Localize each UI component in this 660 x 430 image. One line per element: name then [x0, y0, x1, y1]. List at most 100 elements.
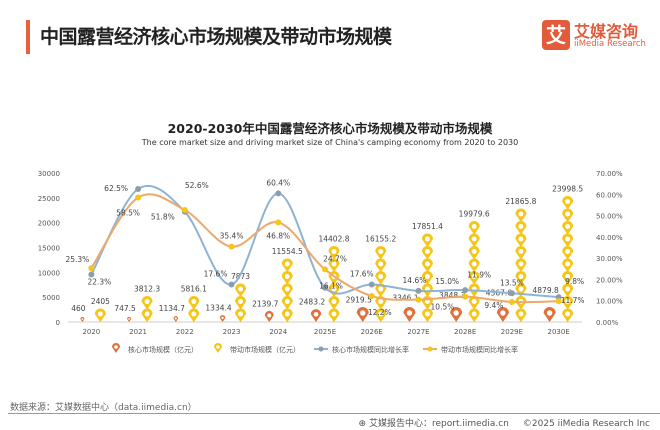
x-tick-label: 2020: [82, 328, 100, 336]
report-link[interactable]: 艾媒报告中心：report.iimedia.cn: [368, 419, 509, 429]
driving-bar-icon-dot: [378, 311, 384, 317]
driving-bar-icon-dot: [565, 199, 571, 204]
core-bar: [173, 316, 179, 322]
growth-point: [322, 284, 328, 291]
driving-bar-icon: [562, 258, 574, 273]
growth-point: [275, 190, 282, 197]
core-bar: [496, 307, 509, 322]
x-tick-label: 2021: [129, 328, 147, 336]
driving-bar-icon-dot: [238, 299, 244, 304]
driving-bar-label: 19979.6: [459, 210, 490, 219]
core-bar-label: 4879.8: [533, 286, 559, 295]
left-tick-label: 15000: [38, 245, 60, 253]
growth-point: [228, 243, 235, 250]
growth-label: 12.2%: [368, 308, 392, 317]
driving-bar-icon: [421, 271, 433, 285]
growth-label: 17.6%: [350, 270, 374, 279]
growth-label: 51.8%: [151, 213, 175, 222]
driving-bar-icon: [468, 258, 480, 273]
growth-point: [368, 281, 375, 288]
growth-point: [135, 185, 142, 192]
right-tick-label: 20.00%: [596, 276, 623, 284]
core-bar-dot: [360, 310, 366, 316]
driving-bar-icon: [515, 308, 527, 323]
driving-bar-icon-dot: [518, 261, 524, 267]
growth-line: [90, 193, 559, 304]
driving-bar-icon: [562, 208, 574, 223]
core-bar-label: 460: [71, 304, 86, 313]
core-bar-dot: [221, 316, 224, 320]
core-bar-dot: [174, 317, 177, 320]
core-bar-dot: [546, 310, 553, 316]
driving-bar-icon-dot: [565, 286, 571, 292]
driving-bar-icon: [562, 271, 574, 285]
driving-bar-icon-dot: [565, 249, 571, 254]
core-bar-dot: [500, 310, 506, 316]
growth-point: [322, 266, 328, 273]
growth-point: [88, 271, 95, 278]
driving-bar-icon: [562, 196, 574, 210]
growth-point: [88, 265, 95, 272]
driving-bar-icon-dot: [238, 286, 244, 292]
driving-bar-icon-dot: [191, 299, 197, 304]
core-bar: [403, 307, 416, 322]
right-tick-label: 60.00%: [596, 191, 623, 199]
core-bar: [356, 307, 369, 322]
driving-bar-label: 17851.4: [412, 222, 443, 231]
driving-bar-label: 14402.8: [318, 235, 349, 244]
growth-label: 17.6%: [204, 270, 228, 279]
core-bar-dot: [406, 310, 413, 316]
logo: 艾 艾媒咨询 iiMedia Research: [542, 18, 652, 54]
core-bar-dot: [313, 311, 319, 317]
growth-point: [275, 219, 282, 226]
driving-bar-icon-dot: [518, 236, 524, 242]
driving-bar-icon: [375, 283, 387, 298]
driving-bar-icon: [235, 308, 247, 323]
driving-bar-icon: [281, 283, 293, 298]
driving-bar-label: 11554.5: [272, 247, 303, 256]
driving-bar-icon-dot: [378, 299, 384, 304]
driving-bar-icon-dot: [284, 274, 290, 279]
driving-bar-icon: [562, 296, 574, 310]
x-tick-label: 2025E: [314, 328, 336, 336]
driving-bar-icon: [281, 308, 293, 323]
legend-icon-dot: [216, 345, 220, 349]
growth-label: 16.1%: [319, 282, 343, 291]
driving-bar-icon-dot: [518, 249, 524, 254]
driving-bar-icon: [188, 308, 200, 323]
driving-bar-icon-dot: [518, 274, 524, 279]
core-bar: [219, 315, 226, 322]
driving-bar-icon-dot: [331, 249, 337, 254]
driving-bar-label: 21865.8: [505, 197, 536, 206]
driving-bar-icon-dot: [471, 274, 477, 279]
growth-point: [181, 207, 188, 214]
right-tick-label: 0.00%: [596, 319, 619, 327]
driving-bar-icon-dot: [191, 311, 197, 317]
driving-bar-icon-dot: [518, 311, 524, 317]
driving-bar-icon: [515, 221, 527, 235]
growth-label: 14.6%: [403, 276, 427, 285]
logo-en: iiMedia Research: [574, 39, 646, 49]
core-bar-label: 2139.7: [252, 299, 278, 308]
driving-bar-icon: [141, 308, 153, 323]
core-bar-label: 1334.4: [205, 303, 231, 312]
driving-bar-icon-dot: [471, 299, 477, 304]
driving-bar-label: 3812.3: [134, 285, 160, 294]
driving-bar-icon-dot: [471, 249, 477, 254]
core-bar-label: 3848.3: [439, 291, 465, 300]
core-bar: [450, 307, 463, 322]
driving-bar-icon: [375, 258, 387, 273]
driving-bar-icon: [94, 308, 106, 323]
driving-bar-icon-dot: [565, 274, 571, 279]
driving-bar-icon-dot: [284, 299, 290, 304]
driving-bar-icon-dot: [518, 211, 524, 217]
driving-bar-icon: [281, 296, 293, 310]
legend-label: 核心市场规模（亿元）: [128, 345, 198, 354]
left-tick-label: 10000: [38, 269, 60, 277]
x-tick-label: 2024: [269, 328, 287, 336]
growth-point: [508, 298, 515, 305]
driving-bar-icon-dot: [378, 286, 384, 292]
driving-bar-icon-dot: [378, 261, 384, 267]
growth-point: [508, 290, 515, 297]
driving-bar-label: 7873: [231, 272, 250, 281]
